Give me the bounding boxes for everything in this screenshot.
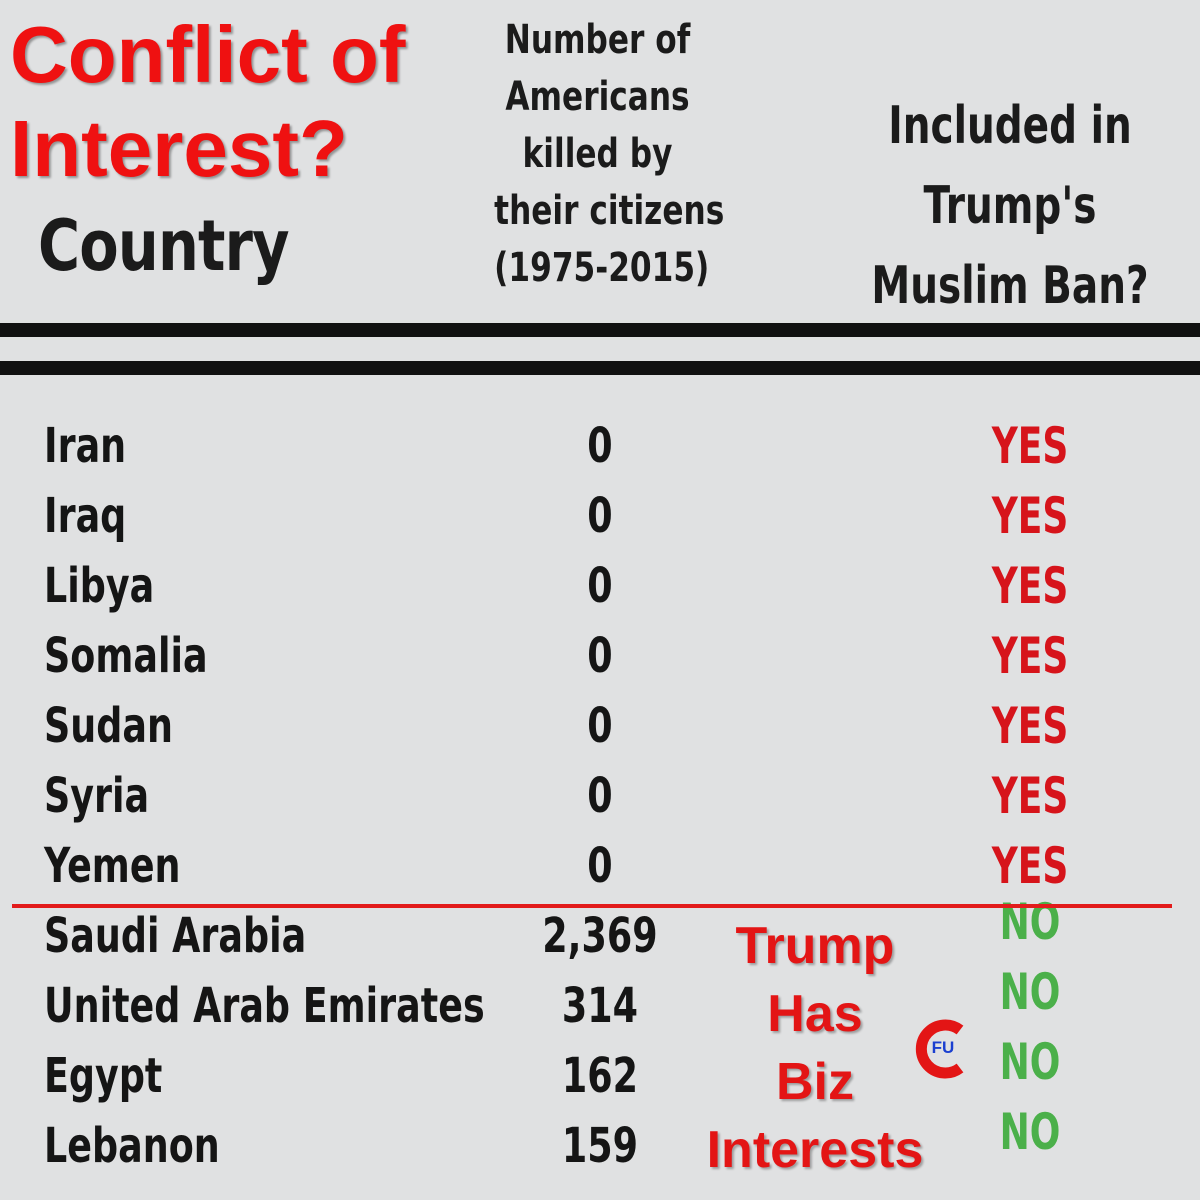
row-ban-status: YES (991, 767, 1069, 825)
annotation-line: Interests (706, 1121, 924, 1179)
row-killed-count: 0 (587, 838, 613, 894)
row-ban-status: NO (999, 1103, 1061, 1161)
column-header-killed-line: killed by (522, 131, 673, 177)
biz-interests-annotation: Trump Has Biz Interests (680, 912, 950, 1184)
row-country: United Arab Emirates (44, 978, 485, 1034)
row-ban-status: YES (991, 697, 1069, 755)
row-killed-count: 2,369 (542, 908, 658, 964)
row-killed-count: 0 (587, 698, 613, 754)
row-ban-status: NO (999, 963, 1061, 1021)
row-ban-status: YES (991, 417, 1069, 475)
row-country: Iran (44, 418, 127, 474)
column-header-killed-line: (1975-2015) (494, 245, 710, 291)
group-divider (12, 904, 1172, 908)
cfu-logo-icon: FU (915, 1019, 964, 1079)
row-country: Iraq (44, 488, 127, 544)
column-header-killed-line: their citizens (494, 188, 725, 234)
headline-line-1: Conflict of (10, 10, 406, 99)
column-header-ban: Included in Trump's Muslim Ban? (868, 86, 1153, 326)
column-header-killed: Number of Americans killed by their citi… (494, 12, 725, 297)
row-country: Somalia (44, 628, 208, 684)
row-killed-count: 162 (561, 1048, 639, 1104)
column-header-killed-line: Americans (505, 74, 690, 120)
row-country: Libya (44, 558, 155, 614)
annotation-line: Trump (735, 917, 895, 975)
row-ban-status: NO (999, 1033, 1061, 1091)
row-killed-count: 0 (587, 488, 613, 544)
row-killed-count: 0 (587, 768, 613, 824)
row-ban-status: YES (991, 557, 1069, 615)
logo-letters: FU (932, 1038, 955, 1057)
row-country: Sudan (44, 698, 173, 754)
row-killed-count: 0 (587, 558, 613, 614)
row-killed-count: 159 (561, 1118, 639, 1174)
annotation-line: Biz (776, 1053, 854, 1111)
header-divider-bottom (0, 361, 1200, 375)
column-header-killed-line: Number of (504, 17, 691, 63)
row-killed-count: 0 (587, 628, 613, 684)
row-ban-status: YES (991, 487, 1069, 545)
row-country: Syria (44, 768, 150, 824)
header-divider-top (0, 323, 1200, 337)
row-country: Yemen (44, 838, 181, 894)
headline-line-2: Interest? (10, 104, 348, 193)
column-header-ban-line: Included in (888, 96, 1132, 156)
row-killed-count: 314 (561, 978, 639, 1034)
row-ban-status: YES (991, 627, 1069, 685)
row-country: Lebanon (44, 1118, 220, 1174)
column-header-country: Country (38, 205, 290, 287)
column-header-ban-line: Muslim Ban? (871, 256, 1149, 316)
row-killed-count: 0 (587, 418, 613, 474)
column-header-ban-line: Trump's (923, 176, 1097, 236)
row-ban-status: NO (999, 893, 1061, 951)
annotation-line: Has (767, 985, 863, 1043)
headline: Conflict of Interest? (10, 8, 480, 196)
row-ban-status: YES (991, 837, 1069, 895)
row-country: Saudi Arabia (44, 908, 307, 964)
row-country: Egypt (44, 1048, 163, 1104)
